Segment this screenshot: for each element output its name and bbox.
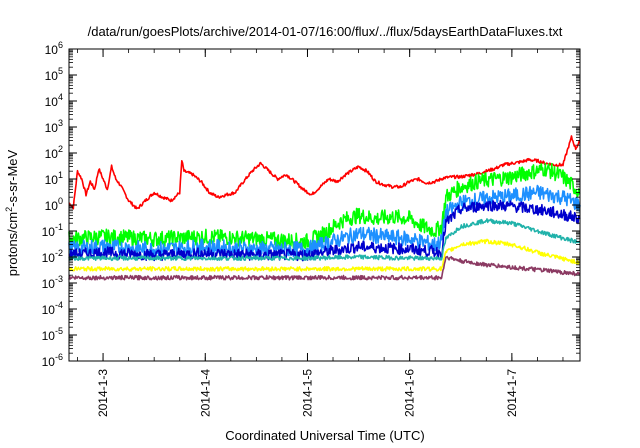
y-tick-label: 10-2 xyxy=(42,248,63,265)
y-axis-label-sup: 2 xyxy=(4,207,14,212)
y-tick-label: 105 xyxy=(45,66,63,83)
y-axis-label: protons/cm2-s-sr-MeV xyxy=(4,149,20,276)
series-line-3 xyxy=(68,184,581,258)
y-tick-label: 104 xyxy=(45,92,63,109)
y-tick-label: 10-5 xyxy=(42,326,63,343)
series-line-7 xyxy=(68,255,581,281)
chart-title: /data/run/goesPlots/archive/2014-01-07/1… xyxy=(88,24,563,39)
y-tick-label: 10-1 xyxy=(42,222,63,239)
y-tick-label: 10-3 xyxy=(42,274,63,291)
y-axis-label-base: protons/cm xyxy=(5,212,20,276)
x-tick-label: 2014-1-5 xyxy=(300,369,314,417)
y-tick-label: 100 xyxy=(45,196,63,213)
x-tick-label: 2014-1-3 xyxy=(96,369,110,417)
x-tick-label: 2014-1-6 xyxy=(403,369,417,417)
y-tick-label: 10-4 xyxy=(42,300,63,317)
y-tick-label: 103 xyxy=(45,118,63,135)
series-line-1 xyxy=(68,135,581,210)
y-tick-label: 101 xyxy=(45,170,63,187)
y-tick-label: 102 xyxy=(45,144,63,161)
x-axis: 2014-1-3 2014-1-4 2014-1-5 2014-1-6 2014-1-7 xyxy=(77,49,564,417)
y-axis-label-rest: -s-sr-MeV xyxy=(5,149,20,206)
series-line-6 xyxy=(68,238,581,272)
x-tick-label: 2014-1-7 xyxy=(505,369,519,417)
series-line-4 xyxy=(68,199,581,262)
y-tick-label: 10-6 xyxy=(42,352,63,369)
x-tick-label: 2014-1-4 xyxy=(198,369,212,417)
series-line-5 xyxy=(68,218,581,262)
y-tick-label: 106 xyxy=(45,40,63,57)
y-axis: 10-6 10-5 10-4 10-3 10-2 10-1 100 101 102 103 104 1… xyxy=(42,40,580,369)
series-layer xyxy=(68,135,581,281)
x-axis-label: Coordinated Universal Time (UTC) xyxy=(225,428,424,443)
